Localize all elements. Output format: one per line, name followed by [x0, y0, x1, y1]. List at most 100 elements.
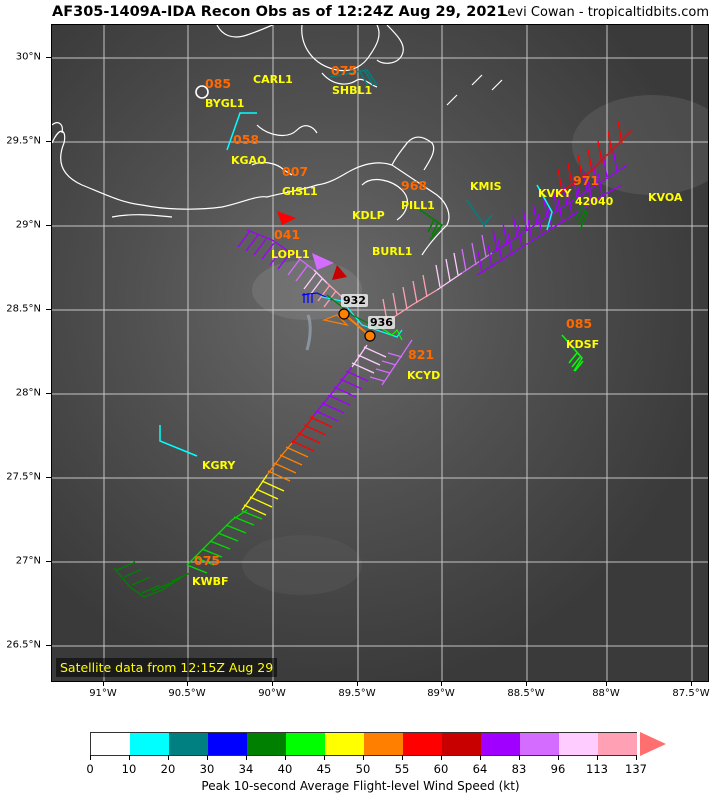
- colorbar-tick-label: 64: [472, 762, 488, 776]
- pressure-fix-label[interactable]: 932: [341, 294, 368, 307]
- colorbar-tick: [129, 755, 130, 760]
- colorbar-tick-label: 137: [625, 762, 647, 776]
- station-value: 821: [408, 347, 435, 362]
- colorbar-tick-label: 55: [394, 762, 410, 776]
- colorbar-tick: [519, 755, 520, 760]
- wind-pennant: [277, 211, 296, 225]
- station-value: 085: [566, 316, 593, 331]
- station-barbs: [159, 69, 588, 457]
- station-marker: [195, 85, 209, 99]
- station-label[interactable]: KDSF: [566, 338, 600, 351]
- colorbar-tick: [246, 755, 247, 760]
- station-value: 058: [233, 132, 260, 147]
- colorbar-segment: [442, 733, 481, 755]
- station-value: 971: [573, 173, 600, 188]
- colorbar-tick: [363, 755, 364, 760]
- station-value: 041: [274, 227, 301, 242]
- station-label[interactable]: KVOA: [648, 191, 683, 204]
- lat-tick: [46, 561, 51, 562]
- lat-label: 28.5°N: [6, 303, 41, 315]
- lat-label: 27.5°N: [6, 471, 41, 483]
- station-label[interactable]: KGRY: [202, 459, 236, 472]
- station-value: 968: [401, 178, 428, 193]
- station-label[interactable]: KCYD: [407, 369, 441, 382]
- wind-speed-colorbar: [90, 732, 637, 756]
- colorbar-tick-label: 45: [316, 762, 332, 776]
- colorbar-segment: [286, 733, 325, 755]
- colorbar-tick-label: 10: [121, 762, 137, 776]
- colorbar-tick: [90, 755, 91, 760]
- colorbar-tick-label: 60: [433, 762, 449, 776]
- colorbar-segment: [364, 733, 403, 755]
- lon-label: 90°W: [258, 688, 286, 699]
- station-label[interactable]: BURL1: [372, 245, 413, 258]
- lat-tick: [46, 141, 51, 142]
- lat-tick: [46, 645, 51, 646]
- coastline: [52, 25, 503, 256]
- station-label[interactable]: PILL1: [401, 199, 435, 212]
- colorbar-segment: [559, 733, 598, 755]
- wind-pennant: [332, 265, 347, 280]
- lat-label: 29.5°N: [6, 135, 41, 147]
- colorbar-segment: [325, 733, 364, 755]
- lon-label: 89°W: [427, 688, 455, 699]
- recon-map[interactable]: 085 BYGL1 CARL1 075 SHBL1 058 KGAO 007 G…: [51, 24, 709, 682]
- colorbar-tick-label: 113: [586, 762, 608, 776]
- flight-track-south: [113, 344, 387, 598]
- station-label[interactable]: CARL1: [253, 73, 293, 86]
- station-label[interactable]: KVKY: [538, 187, 572, 200]
- colorbar-tick: [558, 755, 559, 760]
- lat-label: 28°N: [15, 387, 41, 399]
- colorbar-tick-label: 40: [277, 762, 293, 776]
- lon-label: 87.5°W: [672, 688, 710, 699]
- colorbar-segment: [169, 733, 208, 755]
- colorbar-segment: [520, 733, 559, 755]
- lat-tick: [46, 477, 51, 478]
- lat-tick: [46, 393, 51, 394]
- colorbar-tick: [597, 755, 598, 760]
- colorbar-extend-arrow: [640, 732, 666, 756]
- lon-label: 90.5°W: [168, 688, 206, 699]
- station-label[interactable]: LOPL1: [271, 248, 310, 261]
- lon-tick: [606, 681, 607, 686]
- station-label[interactable]: KDLP: [352, 209, 385, 222]
- station-label[interactable]: KGAO: [231, 154, 267, 167]
- lat-tick: [46, 225, 51, 226]
- colorbar-tick: [441, 755, 442, 760]
- station-label[interactable]: GISL1: [282, 185, 318, 198]
- station-value: 007: [282, 164, 309, 179]
- lon-label: 89.5°W: [338, 688, 376, 699]
- colorbar-tick: [285, 755, 286, 760]
- colorbar-tick: [480, 755, 481, 760]
- station-label[interactable]: KWBF: [192, 575, 229, 588]
- colorbar-tick: [636, 755, 637, 760]
- wind-pennant: [312, 253, 334, 270]
- flight-track-northwest: [237, 229, 343, 308]
- lon-tick: [357, 681, 358, 686]
- map-canvas: [52, 25, 708, 681]
- pressure-fix-label[interactable]: 936: [368, 316, 395, 329]
- station-label[interactable]: BYGL1: [205, 97, 245, 110]
- lat-label: 27°N: [15, 555, 41, 567]
- colorbar-tick-label: 50: [355, 762, 371, 776]
- satellite-background: [52, 25, 708, 681]
- lat-tick: [46, 309, 51, 310]
- colorbar-segment: [91, 733, 130, 755]
- fix-connector: [343, 313, 371, 337]
- colorbar-tick-label: 83: [511, 762, 527, 776]
- pressure-fix-marker: [364, 330, 376, 342]
- chart-title: AF305-1409A-IDA Recon Obs as of 12:24Z A…: [52, 4, 507, 20]
- colorbar-segment: [598, 733, 637, 755]
- colorbar-tick: [402, 755, 403, 760]
- lon-label: 88°W: [592, 688, 620, 699]
- colorbar-tick: [168, 755, 169, 760]
- colorbar-tick: [207, 755, 208, 760]
- station-label[interactable]: KMIS: [470, 180, 502, 193]
- colorbar-tick-label: 0: [86, 762, 94, 776]
- station-label[interactable]: SHBL1: [332, 84, 373, 97]
- colorbar-title: Peak 10-second Average Flight-level Wind…: [201, 779, 520, 793]
- lon-tick: [526, 681, 527, 686]
- credit-text: Levi Cowan - tropicaltidbits.com: [500, 5, 709, 20]
- colorbar-tick-label: 34: [238, 762, 254, 776]
- station-label[interactable]: 42040: [575, 195, 614, 208]
